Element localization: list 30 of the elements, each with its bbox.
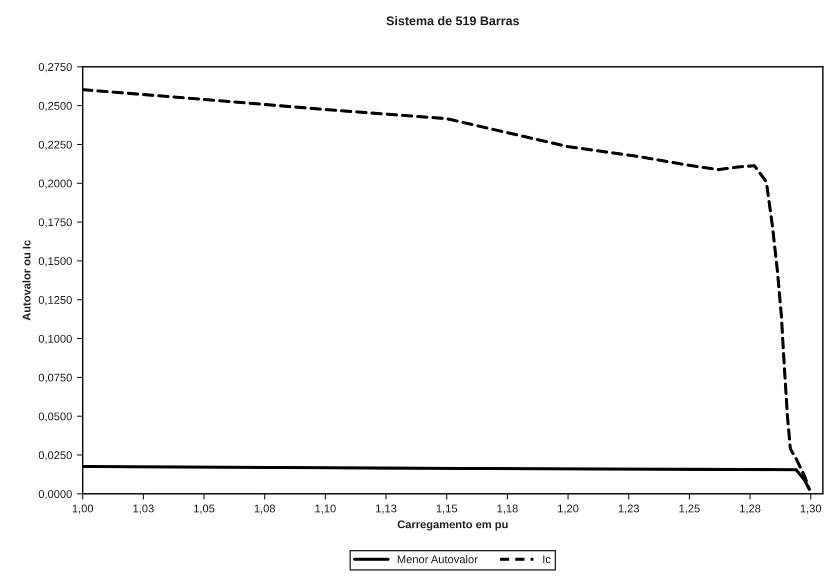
- x-tick-label: 1,20: [558, 504, 578, 514]
- chart-title: Sistema de 519 Barras: [386, 16, 519, 26]
- y-tick-label: 0,2000: [38, 180, 72, 189]
- x-tick-label: 1,23: [618, 504, 640, 514]
- x-tick-label: 1,00: [72, 504, 94, 514]
- y-tick-label: 0,0500: [38, 412, 72, 422]
- x-tick-label: 1,18: [497, 504, 518, 514]
- x-tick-label: 1,28: [740, 504, 760, 514]
- y-tick-label: 0,0750: [38, 374, 72, 383]
- y-tick-label: 0,1500: [38, 257, 72, 266]
- x-tick-label: 1,03: [133, 504, 154, 514]
- y-tick-label: 0,2250: [38, 140, 72, 150]
- y-tick-label: 0,0250: [38, 451, 72, 460]
- y-tick-label: 0,1750: [38, 218, 72, 228]
- x-tick-label: 1,08: [254, 504, 276, 514]
- legend-label: Ic: [543, 556, 551, 564]
- x-tick-label: 1,05: [194, 504, 214, 514]
- x-axis-title: Carregamento em pu: [398, 520, 508, 531]
- y-tick-label: 0,2500: [38, 102, 72, 112]
- x-tick-label: 1,10: [315, 504, 336, 514]
- y-tick-label: 0,1000: [38, 334, 72, 344]
- y-tick-label: 0,0000: [38, 490, 72, 500]
- y-tick-label: 0,2750: [38, 63, 72, 72]
- x-tick-label: 1,25: [679, 504, 700, 514]
- x-tick-label: 1,13: [376, 504, 396, 514]
- legend-label: Menor Autovalor: [398, 555, 478, 564]
- x-tick-label: 1,30: [800, 504, 822, 514]
- x-tick-label: 1,15: [436, 504, 458, 514]
- y-axis-title: Autovalor ou Ic: [22, 240, 31, 320]
- y-tick-label: 0,1250: [38, 296, 72, 306]
